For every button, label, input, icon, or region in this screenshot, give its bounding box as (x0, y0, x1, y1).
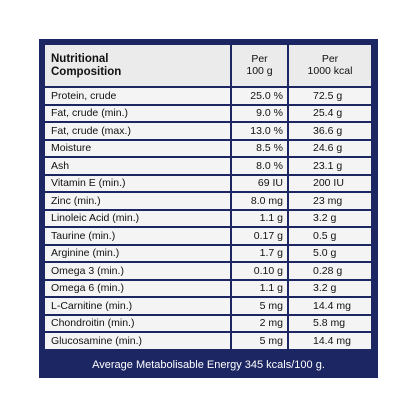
row-per-1000kcal: 23 mg (289, 193, 371, 209)
row-per-100g: 1.1 g (232, 280, 287, 296)
row-per-100g: 5 mg (232, 298, 287, 314)
header-per-100g-line1: Per (251, 53, 268, 66)
row-per-1000kcal: 14.4 mg (289, 298, 371, 314)
nutrition-panel: Nutritional Composition Per 100 g Per 10… (39, 39, 378, 378)
row-name: Fat, crude (min.) (45, 105, 230, 121)
row-per-100g: 13.0 % (232, 123, 287, 139)
row-per-100g: 1.1 g (232, 210, 287, 226)
row-per-1000kcal: 3.2 g (289, 210, 371, 226)
row-name: Zinc (min.) (45, 193, 230, 209)
row-per-100g: 69 IU (232, 175, 287, 191)
row-per-1000kcal: 24.6 g (289, 140, 371, 156)
row-name: Fat, crude (max.) (45, 123, 230, 139)
energy-footnote: Average Metabolisable Energy 345 kcals/1… (92, 358, 325, 371)
row-per-100g: 8.0 % (232, 158, 287, 174)
row-per-100g: 8.5 % (232, 140, 287, 156)
row-name: Chondroitin (min.) (45, 315, 230, 331)
row-per-100g: 2 mg (232, 315, 287, 331)
row-per-1000kcal: 72.5 g (289, 88, 371, 104)
header-composition: Nutritional Composition (45, 45, 230, 86)
row-name: Protein, crude (45, 88, 230, 104)
row-name: Linoleic Acid (min.) (45, 210, 230, 226)
row-per-1000kcal: 25.4 g (289, 105, 371, 121)
row-name: Omega 6 (min.) (45, 280, 230, 296)
row-per-100g: 5 mg (232, 333, 287, 349)
row-per-100g: 9.0 % (232, 105, 287, 121)
row-name: Vitamin E (min.) (45, 175, 230, 191)
row-per-100g: 25.0 % (232, 88, 287, 104)
header-per-100g: Per 100 g (232, 45, 287, 86)
row-name: Glucosamine (min.) (45, 333, 230, 349)
row-name: L-Carnitine (min.) (45, 298, 230, 314)
row-per-1000kcal: 5.8 mg (289, 315, 371, 331)
row-name: Omega 3 (min.) (45, 263, 230, 279)
row-name: Moisture (45, 140, 230, 156)
row-name: Taurine (min.) (45, 228, 230, 244)
header-composition-line1: Nutritional (51, 52, 109, 65)
row-per-100g: 0.17 g (232, 228, 287, 244)
header-composition-line2: Composition (51, 65, 122, 78)
row-per-100g: 1.7 g (232, 245, 287, 261)
row-per-1000kcal: 5.0 g (289, 245, 371, 261)
header-per-1000kcal-line2: 1000 kcal (307, 64, 353, 77)
row-per-1000kcal: 0.28 g (289, 263, 371, 279)
row-per-100g: 8.0 mg (232, 193, 287, 209)
row-per-1000kcal: 0.5 g (289, 228, 371, 244)
row-per-100g: 0.10 g (232, 263, 287, 279)
row-per-1000kcal: 14.4 mg (289, 333, 371, 349)
row-per-1000kcal: 200 IU (289, 175, 371, 191)
row-per-1000kcal: 23.1 g (289, 158, 371, 174)
header-per-1000kcal: Per 1000 kcal (289, 45, 371, 86)
header-per-1000kcal-line1: Per (321, 53, 339, 66)
row-name: Ash (45, 158, 230, 174)
row-per-1000kcal: 3.2 g (289, 280, 371, 296)
row-name: Arginine (min.) (45, 245, 230, 261)
row-per-1000kcal: 36.6 g (289, 123, 371, 139)
header-per-100g-line2: 100 g (246, 64, 273, 77)
nutrition-table: Nutritional Composition Per 100 g Per 10… (45, 45, 371, 349)
